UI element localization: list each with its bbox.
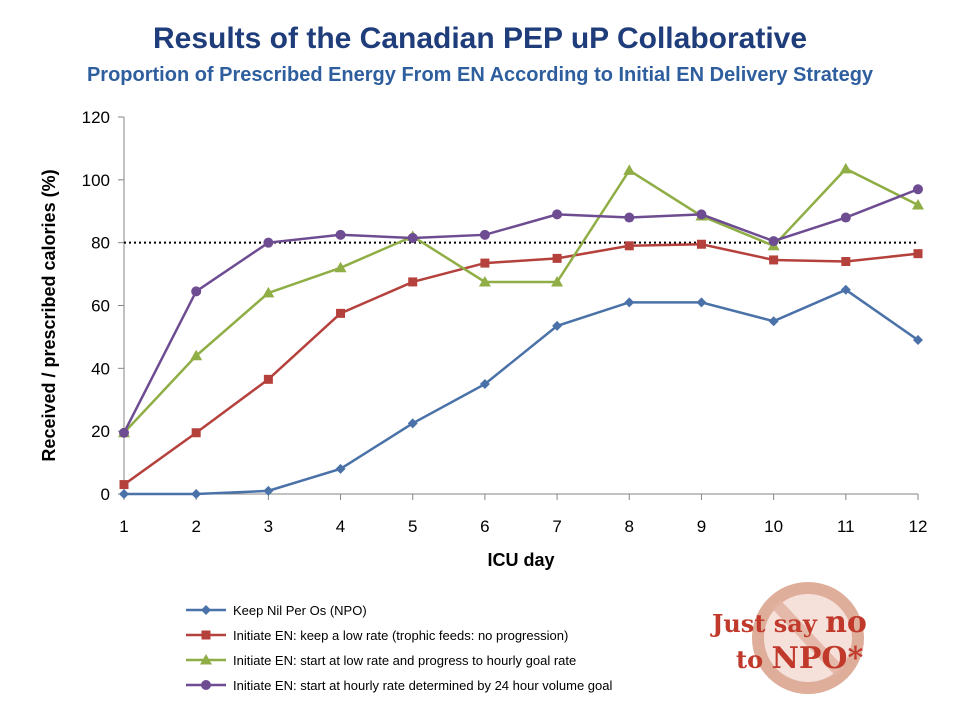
data-point bbox=[479, 379, 490, 390]
legend-label: Initiate EN: start at hourly rate determ… bbox=[233, 678, 612, 693]
y-tick-label: 60 bbox=[91, 297, 110, 316]
chart-subtitle: Proportion of Prescribed Energy From EN … bbox=[86, 64, 874, 86]
legend-label: Initiate EN: start at low rate and progr… bbox=[233, 653, 576, 668]
x-axis-title: ICU day bbox=[487, 550, 554, 570]
data-point bbox=[840, 212, 851, 223]
no-npo-stamp: Just say no to NPO* bbox=[710, 582, 867, 694]
data-point bbox=[119, 489, 129, 499]
y-tick-label: 40 bbox=[91, 359, 110, 378]
data-point bbox=[696, 209, 707, 220]
data-point bbox=[552, 209, 563, 220]
data-point bbox=[839, 162, 852, 174]
x-tick-label: 9 bbox=[697, 517, 706, 536]
data-point bbox=[191, 489, 202, 499]
data-point bbox=[696, 239, 706, 249]
data-point bbox=[200, 654, 212, 665]
data-point bbox=[336, 308, 346, 318]
x-tick-label: 8 bbox=[625, 517, 634, 536]
data-point bbox=[552, 253, 562, 263]
data-point bbox=[263, 374, 273, 384]
x-tick-label: 12 bbox=[909, 517, 928, 536]
data-point bbox=[841, 257, 851, 267]
series-line bbox=[122, 188, 919, 434]
data-point bbox=[696, 297, 707, 308]
data-point bbox=[191, 286, 202, 297]
x-tick-label: 10 bbox=[764, 517, 783, 536]
x-tick-label: 4 bbox=[336, 517, 345, 536]
data-point bbox=[201, 680, 211, 690]
data-point bbox=[335, 463, 346, 474]
stamp-line-2: to NPO* bbox=[736, 641, 864, 676]
data-point bbox=[334, 261, 347, 273]
data-point bbox=[262, 286, 275, 298]
series-3 bbox=[118, 162, 924, 438]
x-tick-label: 2 bbox=[191, 517, 200, 536]
y-tick-label: 0 bbox=[101, 485, 110, 504]
data-point bbox=[407, 232, 418, 243]
data-point bbox=[335, 229, 346, 240]
x-tick-label: 1 bbox=[119, 517, 128, 536]
legend: Keep Nil Per Os (NPO) Initiate EN: keep a… bbox=[186, 603, 612, 693]
y-tick-label: 100 bbox=[82, 171, 110, 190]
data-point bbox=[551, 275, 564, 287]
series-line bbox=[123, 242, 919, 486]
data-point bbox=[913, 335, 923, 346]
legend-entry: Initiate EN: keep a low rate (trophic fe… bbox=[186, 628, 568, 643]
data-point bbox=[408, 277, 418, 287]
data-point bbox=[552, 320, 563, 331]
data-point bbox=[119, 480, 129, 490]
series-group bbox=[118, 162, 924, 499]
legend-label: Keep Nil Per Os (NPO) bbox=[233, 603, 367, 618]
data-point bbox=[263, 237, 274, 248]
data-point bbox=[480, 258, 490, 268]
y-axis-title: Received / prescribed calories (%) bbox=[39, 169, 59, 461]
data-point bbox=[768, 316, 779, 327]
data-point bbox=[624, 241, 634, 251]
data-point bbox=[840, 284, 851, 295]
x-tick-label: 3 bbox=[264, 517, 273, 536]
x-tick-label: 11 bbox=[837, 517, 855, 536]
data-point bbox=[263, 485, 274, 496]
prohibition-slash-icon bbox=[771, 599, 845, 677]
series-1 bbox=[119, 284, 923, 499]
legend-entry: Initiate EN: start at hourly rate determ… bbox=[186, 678, 612, 693]
data-point bbox=[912, 198, 924, 210]
data-point bbox=[201, 605, 211, 615]
data-point bbox=[479, 229, 490, 240]
y-tick-label: 120 bbox=[82, 108, 110, 127]
y-tick-label: 20 bbox=[91, 422, 110, 441]
data-point bbox=[478, 275, 491, 287]
chart-title: Results of the Canadian PEP uP Collabora… bbox=[152, 22, 808, 55]
legend-entry: Keep Nil Per Os (NPO) bbox=[186, 603, 367, 618]
data-point bbox=[201, 630, 211, 640]
series-4 bbox=[119, 184, 923, 438]
legend-label: Initiate EN: keep a low rate (trophic fe… bbox=[233, 628, 568, 643]
x-tick-label: 6 bbox=[480, 517, 489, 536]
series-line bbox=[124, 288, 919, 496]
y-tick-label: 80 bbox=[91, 234, 110, 253]
series-line bbox=[123, 167, 919, 434]
data-point bbox=[913, 184, 923, 195]
data-point bbox=[913, 249, 923, 259]
x-tick-label: 5 bbox=[408, 517, 417, 536]
stamp-line-1: Just say no bbox=[710, 605, 867, 640]
data-point bbox=[119, 427, 129, 438]
data-point bbox=[190, 349, 203, 361]
data-point bbox=[624, 212, 635, 223]
data-point bbox=[623, 164, 636, 175]
data-point bbox=[407, 418, 418, 429]
data-point bbox=[769, 255, 779, 265]
data-point bbox=[768, 236, 779, 247]
data-point bbox=[191, 428, 201, 438]
legend-entry: Initiate EN: start at low rate and progr… bbox=[186, 653, 576, 668]
series-2 bbox=[119, 239, 923, 490]
x-tick-label: 7 bbox=[552, 517, 561, 536]
data-point bbox=[624, 297, 635, 308]
